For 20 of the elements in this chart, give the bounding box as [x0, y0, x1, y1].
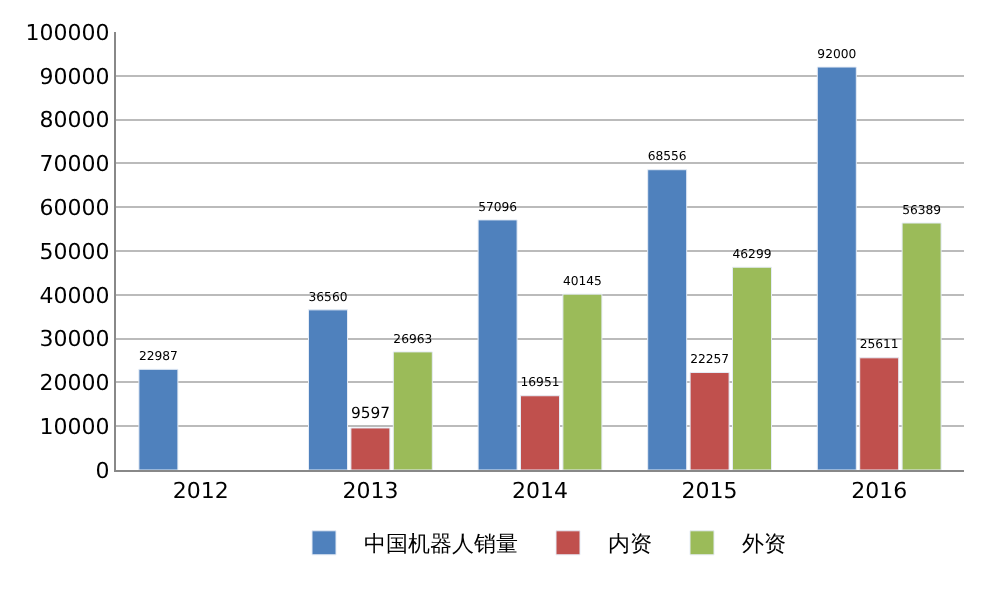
- y-tick-label: 20000: [39, 370, 110, 397]
- x-tick-label: 2014: [512, 478, 568, 505]
- x-tick-label: 2016: [851, 478, 908, 505]
- y-tick-label: 0: [95, 457, 110, 484]
- y-tick-label: 100000: [25, 19, 110, 46]
- y-tick-label: 60000: [39, 194, 110, 221]
- y-tick-label: 90000: [39, 63, 110, 90]
- legend-label: 外资: [742, 531, 786, 558]
- legend-label: 中国机器人销量: [364, 531, 518, 558]
- y-tick-label: 70000: [39, 151, 110, 178]
- y-tick-label: 30000: [39, 326, 110, 353]
- x-tick-label: 2015: [681, 478, 738, 505]
- x-tick-label: 2013: [342, 478, 399, 505]
- y-tick-label: 40000: [39, 282, 110, 309]
- x-tick-label: 2012: [172, 478, 229, 505]
- bar: [138, 368, 179, 470]
- y-tick-label: 10000: [39, 413, 110, 440]
- y-tick-label: 80000: [39, 107, 110, 134]
- legend-label: 内资: [608, 531, 652, 558]
- y-tick-label: 50000: [39, 238, 110, 265]
